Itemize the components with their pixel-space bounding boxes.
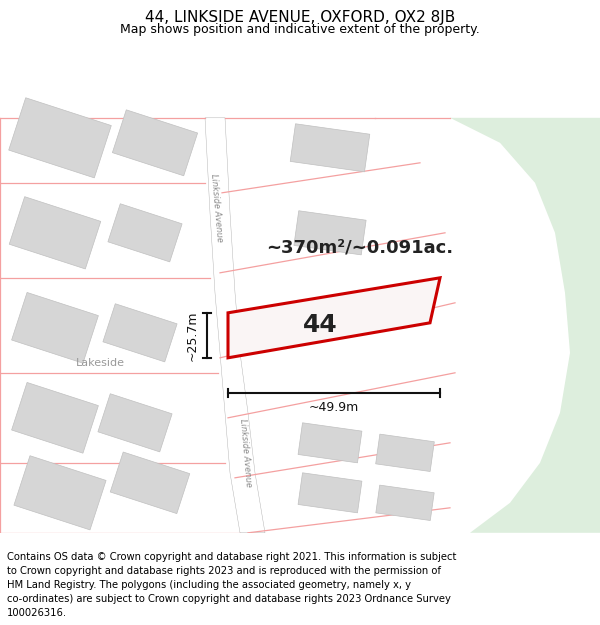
Text: Linkside Avenue: Linkside Avenue [238,418,253,488]
Text: 100026316.: 100026316. [7,608,67,618]
Text: HM Land Registry. The polygons (including the associated geometry, namely x, y: HM Land Registry. The polygons (includin… [7,580,411,590]
Text: Map shows position and indicative extent of the property.: Map shows position and indicative extent… [120,22,480,36]
Polygon shape [9,98,111,178]
Polygon shape [376,485,434,521]
Polygon shape [294,211,366,255]
Text: Lakeside: Lakeside [76,357,125,367]
Text: Contains OS data © Crown copyright and database right 2021. This information is : Contains OS data © Crown copyright and d… [7,552,457,562]
Polygon shape [14,456,106,530]
Polygon shape [298,472,362,513]
Text: ~49.9m: ~49.9m [309,401,359,414]
Polygon shape [205,118,265,532]
Polygon shape [11,292,98,363]
Polygon shape [112,110,197,176]
Text: to Crown copyright and database rights 2023 and is reproduced with the permissio: to Crown copyright and database rights 2… [7,566,441,576]
Polygon shape [376,434,434,471]
Polygon shape [290,124,370,172]
Polygon shape [110,452,190,514]
Text: ~25.7m: ~25.7m [186,310,199,361]
Text: co-ordinates) are subject to Crown copyright and database rights 2023 Ordnance S: co-ordinates) are subject to Crown copyr… [7,594,451,604]
Text: 44: 44 [302,312,337,337]
Polygon shape [228,278,440,358]
Text: ~370m²/~0.091ac.: ~370m²/~0.091ac. [266,239,454,257]
Polygon shape [103,304,177,362]
Polygon shape [11,382,98,453]
Text: 44, LINKSIDE AVENUE, OXFORD, OX2 8JB: 44, LINKSIDE AVENUE, OXFORD, OX2 8JB [145,10,455,25]
Polygon shape [9,197,101,269]
Polygon shape [375,118,600,532]
Polygon shape [108,204,182,262]
Text: Linkside Avenue: Linkside Avenue [209,173,223,242]
Polygon shape [298,422,362,463]
Polygon shape [98,394,172,452]
